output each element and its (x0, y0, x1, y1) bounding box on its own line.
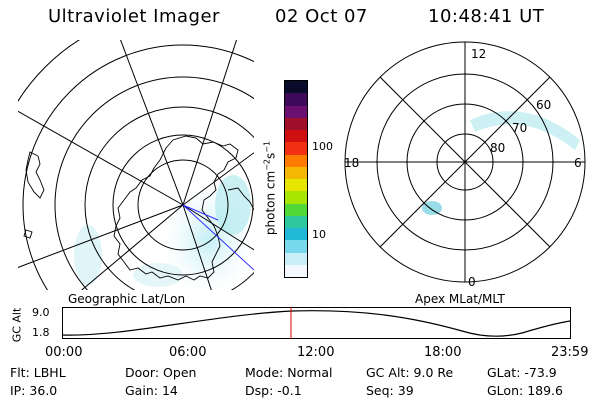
colorbar-band (285, 203, 307, 216)
status-gain-label: Gain: (125, 383, 158, 398)
colorbar-band (285, 130, 307, 143)
colorbar-unit-label: photon cm−2s−1 (263, 141, 278, 235)
mlt-label-18: 18 (344, 156, 359, 170)
status-filter-value: LBHL (33, 365, 66, 380)
colorbar-band (285, 264, 307, 277)
status-gain: Gain: 14 (125, 383, 178, 398)
colorbar-band (285, 240, 307, 253)
status-ip-label: IP: (10, 383, 26, 398)
altitude-axis-label-wrap: GC Alt (10, 305, 24, 345)
altitude-strip-frame (62, 307, 571, 339)
antarctic-peninsula (227, 187, 254, 211)
colorbar-band (285, 215, 307, 228)
status-gc-alt-value: 9.0 Re (413, 365, 454, 380)
status-door-value: Open (163, 365, 197, 380)
aurora-bright-patch (215, 175, 251, 235)
colorbar-band (285, 81, 307, 94)
colorbar (284, 80, 308, 278)
mlat-label-80: 80 (490, 141, 505, 155)
time-tick-2359: 23:59 (551, 345, 589, 360)
orbit-track-short (182, 204, 219, 221)
altitude-strip-plot (62, 307, 571, 339)
status-gc-alt: GC Alt: 9.0 Re (366, 365, 453, 380)
time-tick-0600: 06:00 (169, 345, 207, 360)
altitude-curve (62, 310, 571, 337)
status-dsp: Dsp: -0.1 (245, 383, 302, 398)
colorbar-band (285, 105, 307, 118)
colorbar-tick-10: 10 (312, 228, 326, 241)
aurora-faint-patch-lower (133, 263, 183, 287)
status-glon-label: GLon: (487, 383, 524, 398)
observation-time: 10:48:41 UT (428, 6, 545, 27)
aurora-oval-arc (470, 111, 580, 150)
status-ip-value: 36.0 (29, 383, 58, 398)
aurora-faint-patch (74, 225, 102, 285)
latitude-circles (18, 40, 254, 290)
status-filter-label: Flt: (10, 365, 30, 380)
island-outline (23, 229, 33, 239)
status-gain-value: 14 (161, 383, 178, 398)
status-door: Door: Open (125, 365, 196, 380)
colorbar-band (285, 154, 307, 167)
status-mode-label: Mode: (245, 365, 284, 380)
mlt-meridians (345, 42, 585, 282)
colorbar-unit-label-wrap: photon cm−2s−1 (263, 138, 278, 238)
colorbar-band (285, 117, 307, 130)
status-glon: GLon: 189.6 (487, 383, 563, 398)
orbit-track-blue (182, 204, 254, 271)
status-glat-label: GLat: (487, 365, 521, 380)
observation-date: 02 Oct 07 (275, 6, 368, 27)
colorbar-unit-exp2: −1 (262, 140, 272, 153)
status-glat-value: -73.9 (524, 365, 557, 380)
mlt-label-0: 0 (468, 275, 476, 289)
magnetic-polar-plot: 12 18 6 0 60 70 80 (344, 41, 586, 289)
status-ip: IP: 36.0 (10, 383, 57, 398)
altitude-tick-min: 1.8 (32, 326, 50, 339)
status-mode-value: Normal (287, 365, 333, 380)
colorbar-band (285, 93, 307, 106)
status-gc-alt-label: GC Alt: (366, 365, 410, 380)
colorbar-unit-mid: s (263, 152, 278, 159)
instrument-title: Ultraviolet Imager (48, 6, 220, 27)
mlat-label-70: 70 (512, 121, 527, 135)
south-america-coastline (25, 151, 45, 199)
status-glon-value: 189.6 (527, 383, 563, 398)
colorbar-unit-text: photon cm (263, 170, 278, 236)
colorbar-unit-exp1: −2 (262, 158, 272, 171)
status-filter: Flt: LBHL (10, 365, 66, 380)
mlat-label-60: 60 (536, 98, 551, 112)
colorbar-band (285, 252, 307, 265)
status-dsp-value: -0.1 (277, 383, 302, 398)
status-seq: Seq: 39 (366, 383, 414, 398)
altitude-tick-max: 9.0 (32, 306, 50, 319)
status-door-label: Door: (125, 365, 160, 380)
colorbar-band (285, 228, 307, 241)
geographic-map-caption: Geographic Lat/Lon (68, 292, 186, 306)
aurora-spot (422, 201, 442, 215)
status-dsp-label: Dsp: (245, 383, 274, 398)
colorbar-band (285, 191, 307, 204)
time-tick-1800: 18:00 (424, 345, 462, 360)
mlt-label-12: 12 (471, 47, 486, 61)
colorbar-band (285, 142, 307, 155)
status-mode: Mode: Normal (245, 365, 333, 380)
altitude-axis-label: GC Alt (10, 307, 24, 343)
time-tick-0000: 00:00 (45, 345, 83, 360)
status-seq-label: Seq: (366, 383, 394, 398)
colorbar-band (285, 166, 307, 179)
colorbar-tick-100: 100 (312, 140, 333, 153)
mlt-label-6: 6 (574, 156, 582, 170)
magnetic-plot-caption: Apex MLat/MLT (415, 292, 505, 306)
geographic-map (18, 40, 254, 290)
antarctica-coastline (113, 135, 239, 281)
time-tick-1200: 12:00 (297, 345, 335, 360)
colorbar-band (285, 179, 307, 192)
status-glat: GLat: -73.9 (487, 365, 557, 380)
status-seq-value: 39 (397, 383, 414, 398)
